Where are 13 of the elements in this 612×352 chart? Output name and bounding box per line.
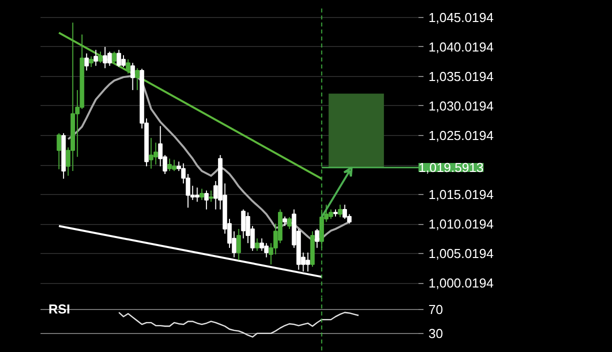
y-tick-label: 1,015.0194 xyxy=(428,187,494,202)
y-tick-label: 1,035.0194 xyxy=(428,68,494,84)
y-tick-label: 1,045.0194 xyxy=(428,10,494,25)
y-tick-label: 70 xyxy=(428,302,443,317)
y-tick-label: 1,025.0194 xyxy=(428,128,494,143)
y-tick-label: 30 xyxy=(428,326,443,341)
y-tick-label: 1,030.0194 xyxy=(428,98,494,114)
y-tick-label: 1,005.0194 xyxy=(428,246,494,262)
y-tick-label: 1,040.0194 xyxy=(428,39,494,54)
y-tick-label: 1,000.0194 xyxy=(428,276,494,291)
chart-title: RSI xyxy=(48,302,70,316)
ref-line-label: 1,019.5913 xyxy=(418,160,484,176)
y-tick-label: 1,010.0194 xyxy=(428,216,494,232)
